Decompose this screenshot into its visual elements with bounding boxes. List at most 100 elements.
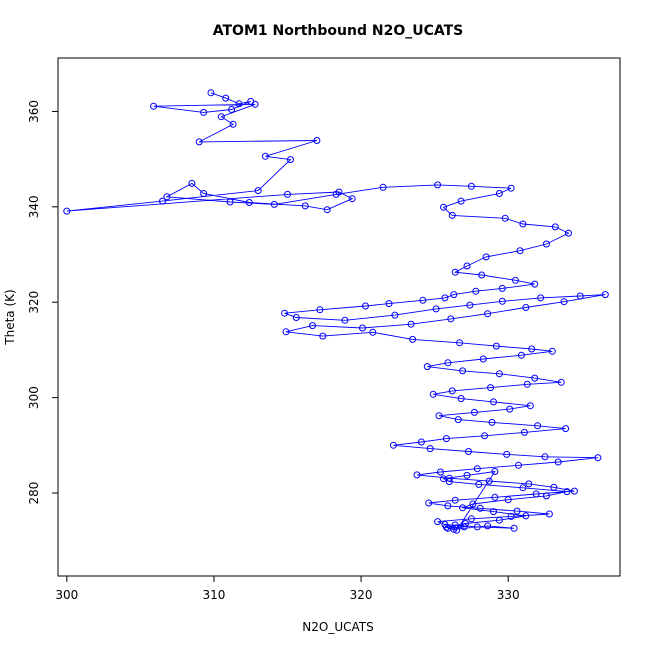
data-point	[200, 108, 208, 116]
data-point	[425, 499, 433, 507]
data-point	[385, 300, 393, 308]
y-tick-label: 300	[27, 386, 41, 409]
data-point	[281, 309, 289, 317]
data-point	[501, 214, 509, 222]
data-point	[407, 320, 415, 328]
data-point	[229, 120, 237, 128]
data-point	[550, 483, 558, 491]
data-point	[319, 332, 327, 340]
data-point	[444, 524, 452, 532]
data-point	[451, 496, 459, 504]
data-point	[495, 190, 503, 197]
data-point	[487, 384, 494, 392]
data-point	[207, 89, 215, 97]
data-point	[504, 496, 512, 504]
data-point	[457, 395, 465, 403]
series-line	[66, 92, 606, 531]
data-point	[520, 428, 528, 436]
data-point	[482, 253, 490, 261]
data-point	[470, 408, 478, 416]
data-point	[389, 441, 397, 449]
data-point	[534, 422, 542, 430]
data-point	[512, 276, 519, 284]
data-point	[526, 402, 534, 410]
data-point	[332, 190, 340, 198]
data-point	[450, 291, 458, 299]
x-tick-label: 320	[350, 588, 373, 602]
data-point	[532, 490, 540, 498]
data-point	[466, 301, 474, 309]
data-point	[163, 193, 171, 201]
data-point	[429, 390, 437, 398]
data-point	[490, 398, 497, 406]
data-point	[417, 438, 425, 446]
data-point	[475, 480, 483, 488]
data-point	[434, 518, 442, 526]
data-point	[467, 515, 475, 523]
x-axis: 300 310 320 330	[55, 576, 520, 602]
data-point	[188, 179, 196, 187]
data-point	[459, 367, 467, 375]
data-point	[444, 502, 452, 510]
data-point	[369, 328, 377, 336]
data-point	[491, 468, 499, 475]
data-point	[451, 268, 459, 276]
data-point	[442, 435, 450, 443]
data-point	[440, 475, 447, 483]
data-point	[462, 520, 469, 527]
data-point	[519, 220, 527, 228]
data-point	[437, 468, 444, 476]
data-point	[576, 292, 584, 300]
data-point	[282, 328, 290, 336]
data-point	[523, 380, 531, 388]
data-point	[495, 516, 503, 524]
data-point	[485, 477, 493, 485]
data-point	[235, 100, 243, 108]
data-point	[413, 471, 421, 479]
data-point	[451, 521, 459, 529]
y-tick-label: 360	[27, 100, 41, 123]
data-point	[432, 305, 440, 313]
data-point	[301, 202, 309, 210]
data-point	[448, 387, 456, 395]
data-point	[287, 156, 294, 164]
data-point	[565, 229, 572, 237]
data-point	[423, 363, 431, 371]
data-point	[492, 342, 500, 350]
y-tick-label: 280	[27, 482, 41, 505]
series-layer	[63, 89, 609, 534]
y-axis-label: Theta (K)	[3, 289, 17, 345]
data-point	[323, 206, 331, 214]
data-point	[490, 508, 497, 516]
data-point	[498, 297, 506, 305]
data-point	[313, 137, 321, 144]
data-point	[594, 454, 602, 462]
data-point	[506, 405, 514, 413]
data-point	[465, 448, 472, 455]
data-point	[251, 100, 259, 108]
data-point	[481, 432, 489, 440]
data-point	[551, 223, 559, 231]
data-point	[159, 197, 166, 205]
data-point	[531, 374, 539, 382]
data-point	[469, 500, 477, 508]
data-point	[479, 355, 487, 363]
x-tick-label: 300	[55, 588, 78, 602]
data-point	[563, 488, 571, 496]
data-point	[226, 198, 234, 206]
data-point	[557, 378, 565, 386]
y-tick-label: 340	[27, 195, 41, 218]
data-point	[292, 314, 300, 321]
data-point	[379, 183, 387, 191]
data-point	[463, 471, 471, 479]
data-point	[531, 280, 539, 288]
data-point	[542, 240, 550, 248]
data-point	[463, 262, 471, 270]
data-point	[507, 512, 515, 520]
data-point	[528, 345, 536, 353]
data-point	[348, 195, 356, 203]
data-point	[570, 487, 578, 495]
data-point	[435, 412, 443, 420]
data-point	[525, 480, 533, 488]
data-point	[426, 445, 434, 453]
